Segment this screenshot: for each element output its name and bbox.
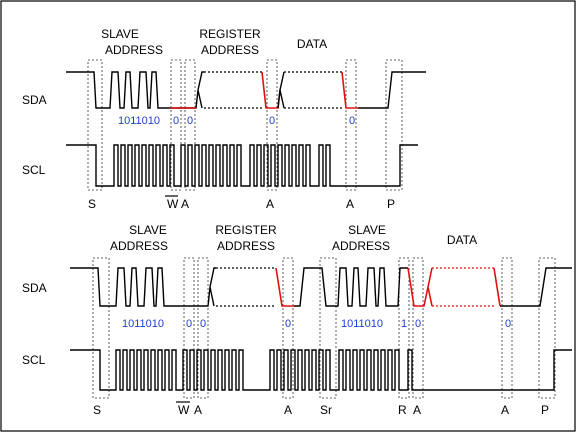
- d2-header-data: DATA: [447, 233, 477, 247]
- d1-label-ack2: A: [266, 197, 274, 211]
- d2-sda-line-a: [70, 267, 216, 307]
- d2-sda-ack-red-1: [275, 267, 294, 307]
- d1-sda-stop: [358, 71, 426, 109]
- d2-sda-nack-red: [493, 267, 501, 307]
- d2-label-read: R: [398, 403, 407, 417]
- d2-stop-box: [538, 257, 556, 399]
- d2-sda-ack-red-2: [407, 267, 433, 307]
- d1-ack2-box: [266, 59, 278, 191]
- d2-header-register: REGISTER: [215, 223, 277, 237]
- d2-sda-label: SDA: [22, 281, 47, 295]
- d2-label-restart: Sr: [320, 403, 332, 417]
- d1-bit-ack2: 0: [269, 115, 275, 127]
- d1-ack1-box: [184, 59, 196, 191]
- d2-r-box: [398, 257, 410, 399]
- d2-label-ack1: A: [194, 403, 202, 417]
- d1-label-ack3: A: [346, 197, 354, 211]
- d2-bit-ack2: 0: [285, 318, 291, 330]
- d2-header-slave-2: SLAVE: [348, 223, 386, 237]
- d2-label-nack: A: [501, 403, 509, 417]
- d1-sda-ack-red-1: [170, 71, 281, 109]
- d2-bit-r: 1: [401, 318, 407, 330]
- d2-bit-rw: 0: [186, 318, 192, 330]
- d2-rw-box: [183, 257, 195, 399]
- d1-header-register-address: ADDRESS: [201, 43, 259, 57]
- d1-bit-ack1: 0: [187, 115, 193, 127]
- d1-bit-rw: 0: [173, 115, 179, 127]
- d1-sda-data-dots: [284, 71, 342, 109]
- d1-header-register: REGISTER: [199, 27, 261, 41]
- d2-ack1-box: [197, 257, 209, 399]
- d1-sda-line: [66, 71, 204, 109]
- d1-sda-label: SDA: [22, 93, 47, 107]
- d2-start-box: [92, 257, 110, 399]
- d1-rw-box: [170, 59, 182, 191]
- d1-sda-ack-red-2: [341, 71, 358, 109]
- d2-scl-label: SCL: [22, 353, 46, 367]
- d2-bit-ack1: 0: [200, 318, 206, 330]
- d2-header-register-address: ADDRESS: [217, 239, 275, 253]
- d1-header-slave: SLAVE: [101, 27, 139, 41]
- write-transaction-diagram: SLAVE ADDRESS REGISTER ADDRESS DATA SDA …: [22, 27, 426, 211]
- d2-scl-line: [70, 349, 572, 391]
- d2-restart-box: [319, 257, 337, 399]
- d1-label-stop: P: [387, 197, 395, 211]
- d2-ack3-box: [412, 257, 424, 399]
- d1-stop-box: [385, 59, 403, 191]
- d2-ack2-box: [282, 257, 294, 399]
- d1-scl-line: [66, 144, 418, 187]
- d2-label-ack3: A: [413, 403, 421, 417]
- d2-nack-box: [501, 257, 513, 399]
- d1-header-data: DATA: [297, 37, 327, 51]
- d2-bits-address-1: 1011010: [122, 318, 164, 330]
- d2-header-slave: SLAVE: [129, 223, 167, 237]
- d2-bit-ack3: 0: [415, 318, 421, 330]
- d1-label-write: W: [167, 197, 179, 211]
- d2-sda-regaddr-dots: [216, 267, 276, 307]
- read-transaction-diagram: SLAVE ADDRESS REGISTER ADDRESS SLAVE ADD…: [22, 223, 572, 417]
- d1-sda-regaddr-dots: [204, 71, 262, 109]
- d1-header-slave-address: ADDRESS: [105, 43, 163, 57]
- d2-header-slave-address-2: ADDRESS: [332, 239, 390, 253]
- d2-sda-data-dots: [432, 267, 494, 307]
- d1-ack3-box: [345, 59, 357, 191]
- d1-scl-label: SCL: [22, 163, 46, 177]
- d2-header-slave-address: ADDRESS: [110, 239, 168, 253]
- d2-label-write: W: [178, 403, 190, 417]
- d2-bits-address-2: 1011010: [341, 318, 383, 330]
- d2-sda-stop: [500, 267, 572, 307]
- d2-label-start: S: [93, 403, 101, 417]
- d2-label-ack2: A: [284, 403, 292, 417]
- d1-bit-ack3: 0: [349, 115, 355, 127]
- d1-bits-address: 1011010: [118, 115, 160, 127]
- d2-bit-nack: 0: [505, 318, 511, 330]
- d1-label-ack1: A: [181, 197, 189, 211]
- d2-sda-restart: [294, 267, 408, 307]
- d1-label-start: S: [88, 197, 96, 211]
- d1-sda-data-entry: [277, 71, 285, 109]
- d2-label-stop: P: [541, 403, 549, 417]
